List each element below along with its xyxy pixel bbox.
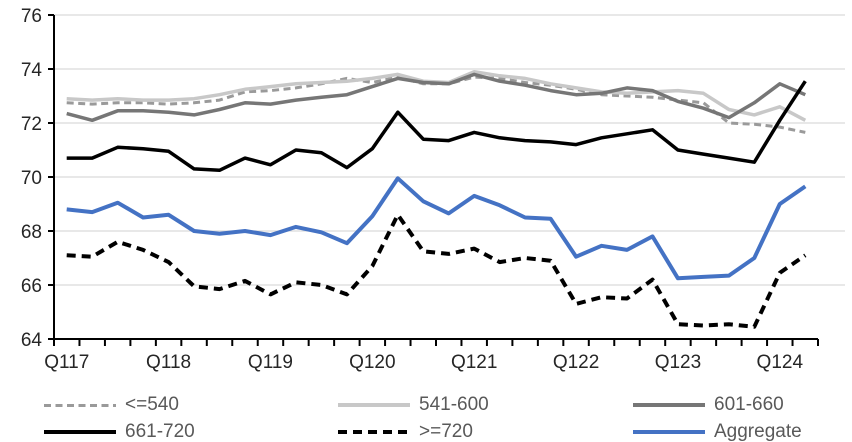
legend-item-541-600: 541-600 [338, 394, 489, 416]
legend-item-540: <=540 [44, 394, 179, 416]
x-axis-label-Q122: Q122 [553, 352, 599, 373]
x-axis-label-Q124: Q124 [757, 352, 804, 373]
y-tick-label-64: 64 [21, 330, 43, 351]
series-line-661-720 [66, 80, 807, 173]
legend-item-aggregate: Aggregate [633, 421, 802, 442]
legend-swatch-540 [44, 403, 116, 407]
legend-label-661-720: 661-720 [125, 421, 195, 442]
legend-label-aggregate: Aggregate [714, 421, 802, 442]
legend-swatch-661-720 [44, 430, 116, 434]
legend-label-540: <=540 [125, 394, 179, 415]
legend-swatch-541-600 [338, 403, 410, 407]
legend-swatch-601-660 [633, 403, 705, 407]
legend-item-720: >=720 [338, 421, 473, 442]
x-axis-label-Q121: Q121 [451, 352, 497, 373]
x-axis-label-Q117: Q117 [44, 352, 89, 373]
x-axis-label-Q118: Q118 [146, 352, 191, 373]
legend-swatch-720 [338, 430, 410, 434]
y-tick-label-72: 72 [21, 114, 42, 135]
y-tick-label-70: 70 [21, 168, 42, 189]
x-axis-label-Q123: Q123 [655, 352, 701, 373]
series-line-601-660 [66, 72, 806, 123]
y-tick-label-66: 66 [21, 276, 42, 297]
legend-item-601-660: 601-660 [633, 394, 784, 416]
y-tick-label-74: 74 [21, 60, 43, 81]
legend-label-541-600: 541-600 [419, 394, 489, 415]
series-line-720 [66, 212, 807, 329]
legend-item-661-720: 661-720 [44, 421, 195, 442]
legend-label-720: >=720 [419, 421, 473, 442]
series-line-aggregate [66, 176, 807, 281]
legend-label-601-660: 601-660 [714, 394, 784, 415]
y-tick-label-68: 68 [21, 222, 42, 243]
x-axis-label-Q119: Q119 [248, 352, 293, 373]
legend-swatch-aggregate [633, 430, 705, 434]
y-tick-label-76: 76 [21, 6, 42, 27]
x-axis-label-Q120: Q120 [349, 352, 395, 373]
